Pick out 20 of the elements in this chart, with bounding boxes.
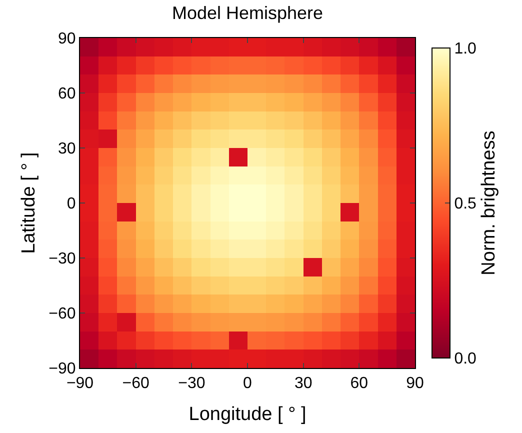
x-tick-label: 60 bbox=[350, 375, 368, 392]
x-tick-label: −60 bbox=[122, 375, 150, 392]
y-tick-label: 30 bbox=[58, 140, 76, 158]
y-tick-label: −90 bbox=[48, 360, 76, 378]
x-tick-label: −30 bbox=[178, 375, 206, 392]
y-tick-label: 0 bbox=[66, 196, 76, 213]
y-tick-label: −60 bbox=[48, 306, 76, 323]
x-axis-title: Longitude [ ° ] bbox=[188, 404, 306, 425]
y-tick-label: 60 bbox=[58, 86, 76, 103]
y-tick-label: −30 bbox=[48, 250, 76, 268]
color-bar-label: 0.5 bbox=[454, 196, 477, 213]
x-tick-label: 30 bbox=[294, 375, 312, 392]
x-tick-label: 0 bbox=[243, 375, 252, 392]
y-tick-label: 90 bbox=[58, 30, 76, 48]
color-bar-label: 0.0 bbox=[454, 350, 477, 368]
y-axis-title: Latitude [ ° ] bbox=[18, 152, 40, 254]
chart-title: Model Hemisphere bbox=[172, 3, 324, 24]
x-tick-label: 90 bbox=[406, 375, 424, 392]
color-bar-title: Norm. brightness bbox=[478, 130, 500, 276]
color-bar-label: 1.0 bbox=[454, 40, 477, 58]
